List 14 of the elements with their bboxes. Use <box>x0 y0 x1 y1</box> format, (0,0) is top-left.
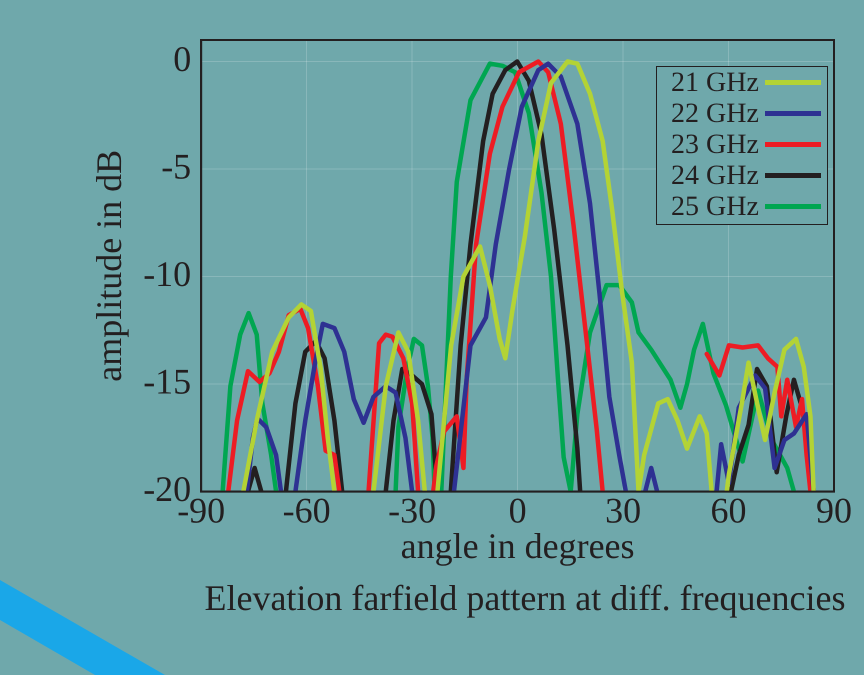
legend-label: 22 GHz <box>671 98 759 129</box>
text: Elevation farfield pattern at diff. frequencies <box>203 577 847 620</box>
y-tick-label: -15 <box>143 362 192 402</box>
legend-label: 24 GHz <box>671 160 759 191</box>
legend-label: 25 GHz <box>671 191 759 222</box>
x-tick-label: -60 <box>282 490 331 531</box>
x-tick-label: 90 <box>816 490 852 531</box>
legend-label: 23 GHz <box>671 129 759 160</box>
y-tick-label: 0 <box>173 38 192 79</box>
y-tick-label: -10 <box>143 254 192 294</box>
y-axis-title: amplitude in dB <box>89 150 130 382</box>
x-tick-label: 60 <box>710 490 747 531</box>
legend-label: 21 GHz <box>671 67 759 98</box>
y-tick-label: -5 <box>161 146 192 186</box>
